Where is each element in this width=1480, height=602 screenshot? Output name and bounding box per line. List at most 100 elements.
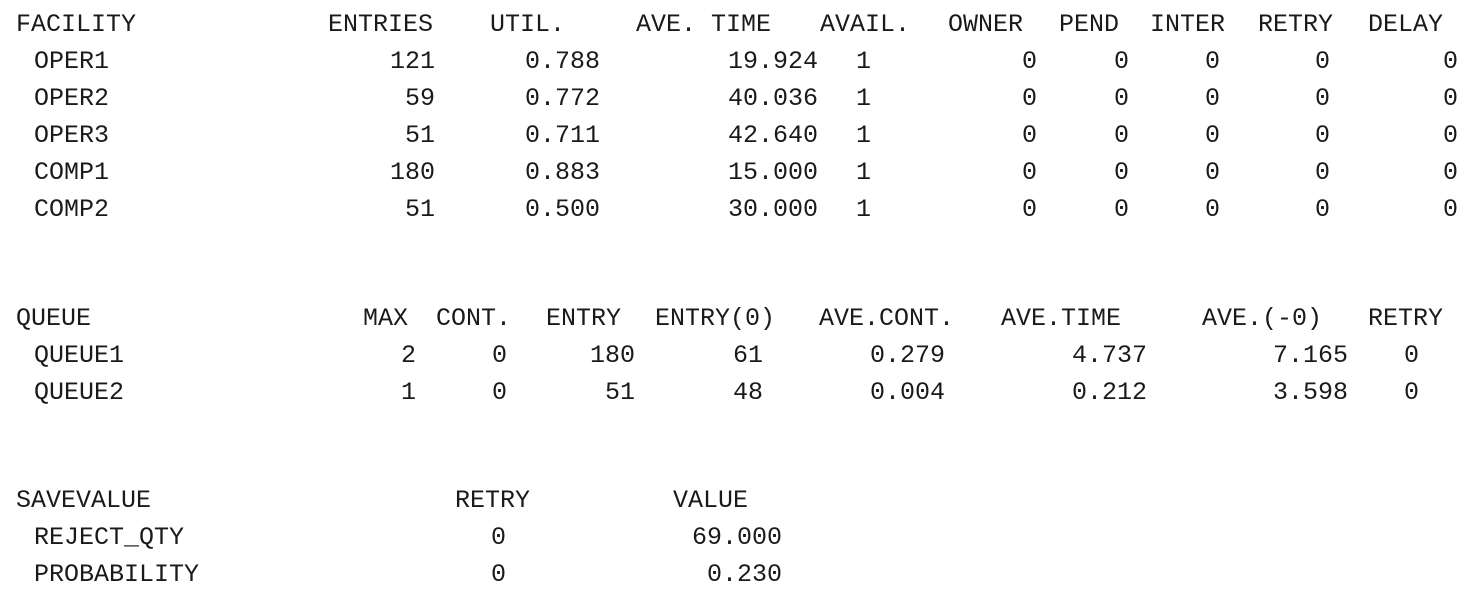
queue-entry: 51 xyxy=(604,378,635,407)
facility-name: COMP1 xyxy=(34,158,110,187)
queue-header-row: QUEUE MAX CONT. ENTRY ENTRY(0) AVE.CONT.… xyxy=(0,304,1480,334)
queue-col-avetime-header: AVE.TIME xyxy=(1001,304,1122,333)
facility-row: COMP1 180 0.883 15.000 1 0 0 0 0 0 xyxy=(0,158,1480,188)
facility-inter: 0 xyxy=(1204,121,1220,150)
facility-header-row: FACILITY ENTRIES UTIL. AVE. TIME AVAIL. … xyxy=(0,10,1480,40)
facility-row: OPER3 51 0.711 42.640 1 0 0 0 0 0 xyxy=(0,121,1480,151)
queue-max: 1 xyxy=(400,378,416,407)
facility-name: OPER1 xyxy=(34,47,110,76)
facility-pend: 0 xyxy=(1113,195,1129,224)
facility-row: OPER1 121 0.788 19.924 1 0 0 0 0 0 xyxy=(0,47,1480,77)
facility-entries: 121 xyxy=(389,47,435,76)
savevalue-col-name-header: SAVEVALUE xyxy=(16,486,152,515)
facility-avail: 1 xyxy=(856,158,872,187)
facility-col-delay-header: DELAY xyxy=(1368,10,1444,39)
queue-max: 2 xyxy=(400,341,416,370)
facility-col-entries-header: ENTRIES xyxy=(328,10,434,39)
facility-retry: 0 xyxy=(1314,84,1330,113)
savevalue-value: 0.230 xyxy=(706,560,782,589)
savevalue-retry: 0 xyxy=(491,560,507,589)
queue-cont: 0 xyxy=(491,341,507,370)
facility-delay: 0 xyxy=(1442,47,1458,76)
savevalue-col-retry-header: RETRY xyxy=(455,486,531,515)
facility-avail: 1 xyxy=(856,84,872,113)
facility-avetime: 42.640 xyxy=(727,121,818,150)
queue-col-name-header: QUEUE xyxy=(16,304,92,333)
facility-avetime: 15.000 xyxy=(727,158,818,187)
facility-avail: 1 xyxy=(856,121,872,150)
savevalue-col-value-header: VALUE xyxy=(673,486,749,515)
facility-row: OPER2 59 0.772 40.036 1 0 0 0 0 0 xyxy=(0,84,1480,114)
facility-delay: 0 xyxy=(1442,84,1458,113)
facility-col-inter-header: INTER xyxy=(1150,10,1226,39)
queue-retry: 0 xyxy=(1404,378,1420,407)
facility-pend: 0 xyxy=(1113,84,1129,113)
facility-delay: 0 xyxy=(1442,195,1458,224)
facility-util: 0.500 xyxy=(524,195,600,224)
facility-col-owner-header: OWNER xyxy=(948,10,1024,39)
queue-cont: 0 xyxy=(491,378,507,407)
queue-row: QUEUE1 2 0 180 61 0.279 4.737 7.165 0 xyxy=(0,341,1480,371)
facility-col-util-header: UTIL. xyxy=(490,10,566,39)
facility-entries: 51 xyxy=(404,121,435,150)
facility-col-avail-header: AVAIL. xyxy=(820,10,911,39)
queue-entry0: 61 xyxy=(732,341,763,370)
facility-pend: 0 xyxy=(1113,158,1129,187)
facility-col-pend-header: PEND xyxy=(1059,10,1120,39)
facility-avail: 1 xyxy=(856,47,872,76)
facility-owner: 0 xyxy=(1021,158,1037,187)
savevalue-row: REJECT_QTY 0 69.000 xyxy=(0,523,1480,553)
facility-inter: 0 xyxy=(1204,195,1220,224)
savevalue-retry: 0 xyxy=(491,523,507,552)
facility-col-name-header: FACILITY xyxy=(16,10,137,39)
queue-name: QUEUE2 xyxy=(34,378,125,407)
facility-owner: 0 xyxy=(1021,195,1037,224)
facility-entries: 59 xyxy=(404,84,435,113)
facility-name: OPER3 xyxy=(34,121,110,150)
queue-col-retry-header: RETRY xyxy=(1368,304,1444,333)
facility-entries: 51 xyxy=(404,195,435,224)
savevalue-name: REJECT_QTY xyxy=(34,523,185,552)
facility-inter: 0 xyxy=(1204,158,1220,187)
queue-row: QUEUE2 1 0 51 48 0.004 0.212 3.598 0 xyxy=(0,378,1480,408)
savevalue-row: PROBABILITY 0 0.230 xyxy=(0,560,1480,590)
facility-pend: 0 xyxy=(1113,47,1129,76)
queue-entry0: 48 xyxy=(732,378,763,407)
facility-inter: 0 xyxy=(1204,84,1220,113)
facility-row: COMP2 51 0.500 30.000 1 0 0 0 0 0 xyxy=(0,195,1480,225)
facility-util: 0.711 xyxy=(524,121,600,150)
savevalue-value: 69.000 xyxy=(691,523,782,552)
facility-delay: 0 xyxy=(1442,121,1458,150)
facility-avail: 1 xyxy=(856,195,872,224)
facility-util: 0.788 xyxy=(524,47,600,76)
facility-util: 0.772 xyxy=(524,84,600,113)
queue-col-max-header: MAX xyxy=(363,304,409,333)
queue-avetime: 4.737 xyxy=(1071,341,1147,370)
facility-entries: 180 xyxy=(389,158,435,187)
facility-owner: 0 xyxy=(1021,84,1037,113)
savevalue-name: PROBABILITY xyxy=(34,560,200,589)
facility-name: OPER2 xyxy=(34,84,110,113)
queue-ave0: 3.598 xyxy=(1272,378,1348,407)
queue-avecont: 0.279 xyxy=(869,341,945,370)
facility-retry: 0 xyxy=(1314,195,1330,224)
facility-owner: 0 xyxy=(1021,121,1037,150)
facility-util: 0.883 xyxy=(524,158,600,187)
facility-retry: 0 xyxy=(1314,47,1330,76)
facility-owner: 0 xyxy=(1021,47,1037,76)
queue-col-avecont-header: AVE.CONT. xyxy=(819,304,955,333)
facility-retry: 0 xyxy=(1314,158,1330,187)
facility-retry: 0 xyxy=(1314,121,1330,150)
facility-pend: 0 xyxy=(1113,121,1129,150)
queue-col-ave0-header: AVE.(-0) xyxy=(1202,304,1323,333)
facility-avetime: 30.000 xyxy=(727,195,818,224)
queue-ave0: 7.165 xyxy=(1272,341,1348,370)
facility-col-avetime-header: AVE. TIME xyxy=(636,10,772,39)
queue-name: QUEUE1 xyxy=(34,341,125,370)
queue-avetime: 0.212 xyxy=(1071,378,1147,407)
facility-avetime: 40.036 xyxy=(727,84,818,113)
facility-avetime: 19.924 xyxy=(727,47,818,76)
queue-retry: 0 xyxy=(1404,341,1420,370)
facility-col-retry-header: RETRY xyxy=(1258,10,1334,39)
